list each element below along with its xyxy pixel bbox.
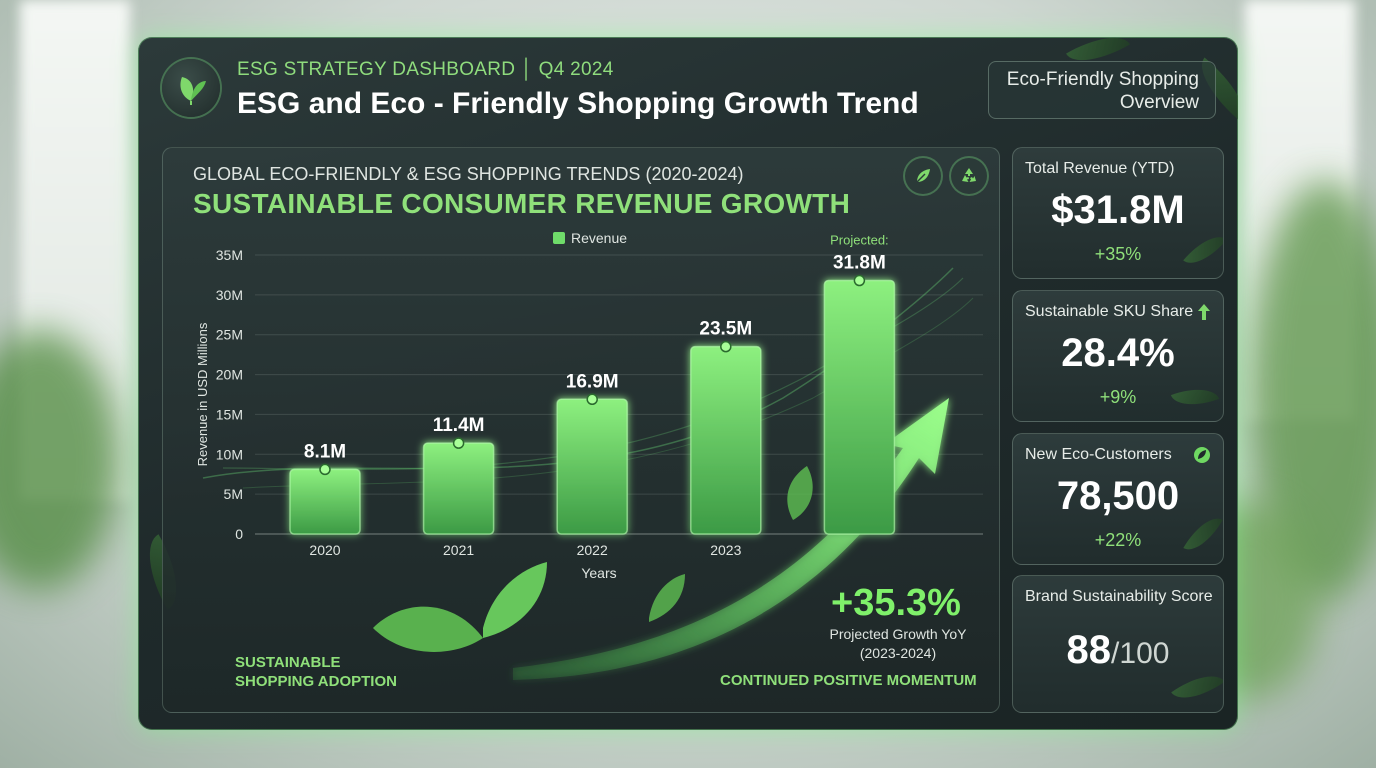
data-label: 31.8M (833, 253, 886, 274)
data-label: 11.4M (433, 415, 485, 436)
bar-point (853, 274, 866, 287)
x-tick-label: 2023 (710, 542, 741, 558)
adoption-footer-line1: SUSTAINABLE (235, 654, 341, 671)
leaf-icon (916, 169, 930, 183)
kpi-card-total-revenue[interactable]: Total Revenue (YTD) $31.8M +35% (1012, 147, 1224, 279)
leaf-badge-icon (1194, 447, 1210, 463)
recycle-button[interactable] (951, 158, 987, 194)
growth-label-line1: Projected Growth YoY (829, 626, 967, 642)
x-tick-label: 2022 (577, 542, 608, 558)
kpi-label: Sustainable SKU Share (1025, 303, 1194, 320)
bar (823, 279, 896, 535)
bar (422, 442, 495, 535)
page-title: ESG and Eco - Friendly Shopping Growth T… (237, 87, 919, 120)
data-label: 8.1M (304, 441, 346, 462)
y-tick-label: 5M (224, 486, 243, 502)
bar (556, 398, 628, 535)
kpi-label: Brand Sustainability Score (1025, 588, 1213, 605)
leaf-button[interactable] (905, 158, 941, 194)
revenue-bar-chart: 0 5M 10M 15M 20M 25M 30M 35M Revenue in USD Mill… (195, 230, 983, 680)
overview-line2: Overview (1119, 92, 1199, 113)
kpi-card-new-customers[interactable]: New Eco-Customers 78,500 +22% (1012, 433, 1224, 565)
bar-point (586, 393, 598, 406)
kpi-delta: +35% (1094, 244, 1142, 264)
bar (690, 345, 762, 535)
arrow-up-icon (1198, 304, 1210, 320)
overview-line1: Eco-Friendly Shopping (1006, 69, 1199, 90)
growth-label-line2: (2023-2024) (859, 645, 937, 661)
growth-label: Projected Growth YoY (2023-2024) (823, 625, 973, 663)
overview-button[interactable]: Eco-Friendly Shopping Overview (988, 61, 1216, 119)
score-value: 88 (1066, 628, 1112, 672)
dashboard-kicker: ESG STRATEGY DASHBOARD │ Q4 2024 (237, 59, 614, 80)
x-axis-label: Years (581, 565, 616, 581)
kpi-delta: +9% (1099, 387, 1137, 407)
x-tick-label: 2020 (309, 542, 340, 558)
kpi-card-sku-share[interactable]: Sustainable SKU Share 28.4% +9% (1012, 290, 1224, 422)
kpi-value: 28.4% (1061, 331, 1175, 375)
bar-point (319, 463, 331, 476)
leaf-logo-icon (162, 59, 220, 117)
bar-point (452, 437, 465, 449)
y-tick-label: 25M (216, 327, 243, 343)
dashboard-panel: ESG STRATEGY DASHBOARD │ Q4 2024 ESG and… (138, 37, 1238, 730)
adoption-footer: SUSTAINABLE SHOPPING ADOPTION (235, 653, 397, 691)
growth-percentage: +35.3% (831, 582, 961, 624)
bar-point (720, 340, 732, 353)
chart-card: GLOBAL ECO-FRIENDLY & ESG SHOPPING TREND… (162, 147, 1000, 713)
y-tick-label: 35M (216, 247, 243, 263)
kpi-card-sustainability-score[interactable]: Brand Sustainability Score 88/100 (1012, 575, 1224, 713)
y-tick-label: 20M (216, 367, 243, 383)
kpi-delta: +22% (1094, 530, 1142, 550)
y-tick-label: 15M (216, 406, 243, 422)
projected-label: Projected: (830, 233, 889, 248)
kpi-value: $31.8M (1051, 188, 1185, 232)
y-axis-label: Revenue in USD Millions (195, 322, 210, 466)
recycle-icon (962, 168, 976, 182)
y-tick-label: 30M (216, 287, 243, 303)
kpi-value: 78,500 (1056, 474, 1180, 518)
chart-title: SUSTAINABLE CONSUMER REVENUE GROWTH (193, 188, 851, 219)
legend-swatch (553, 232, 565, 244)
x-tick-label: 2021 (443, 542, 474, 558)
data-label: 16.9M (566, 371, 619, 392)
kpi-label: New Eco-Customers (1025, 446, 1172, 463)
legend-label: Revenue (571, 230, 627, 246)
data-label: 23.5M (699, 319, 752, 340)
score-suffix: /100 (1111, 637, 1170, 670)
y-tick-label: 0 (235, 526, 243, 542)
kpi-label: Total Revenue (YTD) (1025, 160, 1175, 177)
chart-subtitle: GLOBAL ECO-FRIENDLY & ESG SHOPPING TREND… (193, 164, 744, 184)
adoption-footer-line2: SHOPPING ADOPTION (235, 673, 397, 690)
y-tick-label: 10M (216, 446, 243, 462)
bar (289, 468, 361, 535)
kpi-value: 88/100 (1013, 628, 1223, 673)
momentum-footer: CONTINUED POSITIVE MOMENTUM (720, 672, 977, 689)
